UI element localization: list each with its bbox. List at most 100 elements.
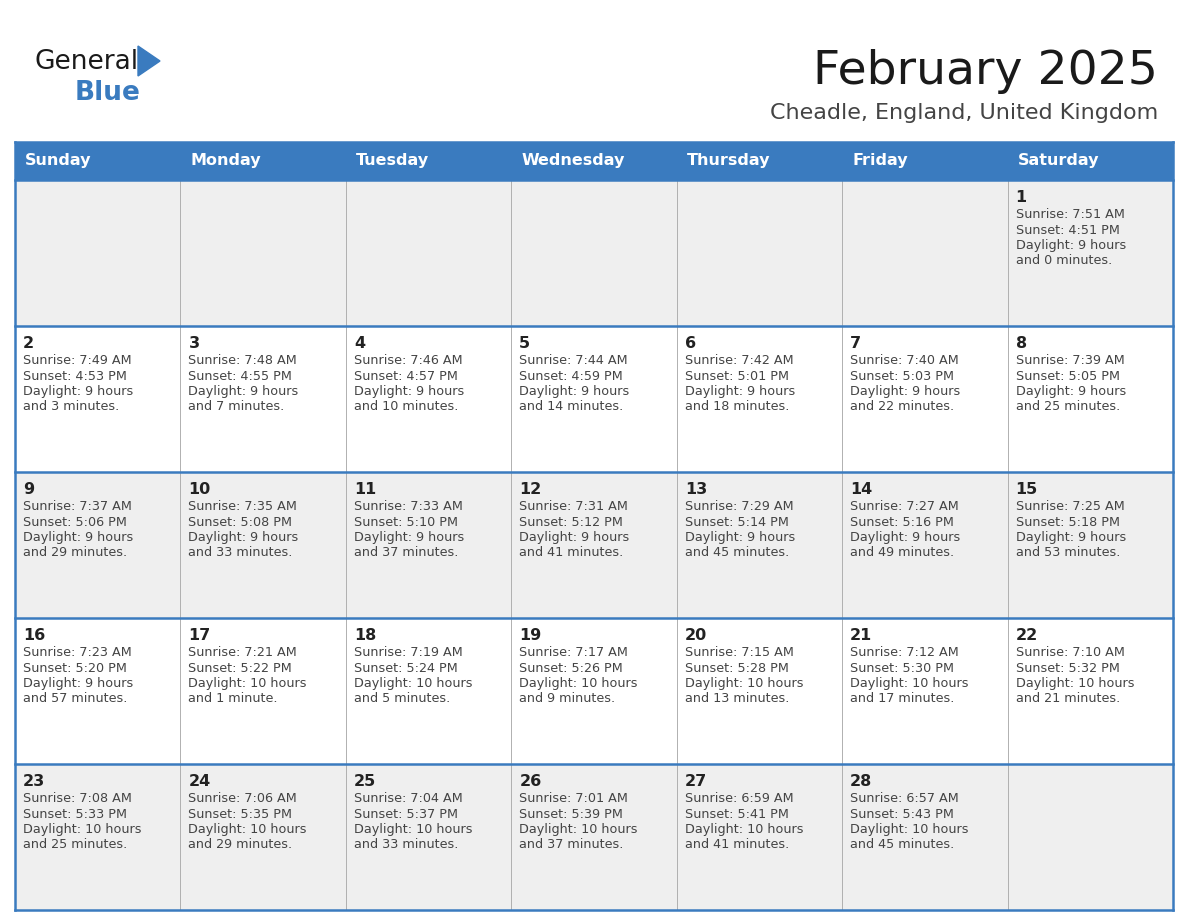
Text: 27: 27 [684,774,707,789]
Text: Sunset: 5:10 PM: Sunset: 5:10 PM [354,516,457,529]
Text: Sunset: 5:32 PM: Sunset: 5:32 PM [1016,662,1119,675]
Text: 5: 5 [519,336,530,351]
Text: 18: 18 [354,628,377,643]
Text: Friday: Friday [852,153,908,169]
Text: and 37 minutes.: and 37 minutes. [354,546,459,559]
Bar [15,142,1173,180]
Text: 25: 25 [354,774,377,789]
Text: 3: 3 [189,336,200,351]
Text: Daylight: 10 hours: Daylight: 10 hours [1016,677,1135,690]
Text: Daylight: 10 hours: Daylight: 10 hours [354,677,473,690]
Text: and 21 minutes.: and 21 minutes. [1016,692,1120,706]
Text: 26: 26 [519,774,542,789]
Text: Sunset: 5:24 PM: Sunset: 5:24 PM [354,662,457,675]
Text: Sunset: 5:06 PM: Sunset: 5:06 PM [23,516,127,529]
Text: 12: 12 [519,482,542,497]
Text: Sunrise: 7:33 AM: Sunrise: 7:33 AM [354,500,463,513]
Text: 19: 19 [519,628,542,643]
Text: Sunset: 5:30 PM: Sunset: 5:30 PM [851,662,954,675]
Text: Tuesday: Tuesday [356,153,429,169]
Text: 24: 24 [189,774,210,789]
Bar [15,472,1173,618]
Text: Sunset: 5:43 PM: Sunset: 5:43 PM [851,808,954,821]
Text: and 1 minute.: and 1 minute. [189,692,278,706]
Text: and 45 minutes.: and 45 minutes. [684,546,789,559]
Text: Sunrise: 7:27 AM: Sunrise: 7:27 AM [851,500,959,513]
Text: 10: 10 [189,482,210,497]
Text: Sunrise: 7:46 AM: Sunrise: 7:46 AM [354,354,462,367]
Text: Sunday: Sunday [25,153,91,169]
Text: and 13 minutes.: and 13 minutes. [684,692,789,706]
Text: 1: 1 [1016,190,1026,205]
Text: and 49 minutes.: and 49 minutes. [851,546,954,559]
Text: Sunrise: 7:51 AM: Sunrise: 7:51 AM [1016,208,1125,221]
Text: and 45 minutes.: and 45 minutes. [851,838,954,852]
Text: and 10 minutes.: and 10 minutes. [354,400,459,413]
Text: Blue: Blue [75,80,141,106]
Text: Sunset: 5:39 PM: Sunset: 5:39 PM [519,808,624,821]
Text: Sunset: 4:51 PM: Sunset: 4:51 PM [1016,223,1119,237]
Text: Sunrise: 7:17 AM: Sunrise: 7:17 AM [519,646,628,659]
Text: Sunset: 5:35 PM: Sunset: 5:35 PM [189,808,292,821]
Text: Sunset: 5:20 PM: Sunset: 5:20 PM [23,662,127,675]
Text: Sunset: 5:22 PM: Sunset: 5:22 PM [189,662,292,675]
Text: Sunset: 5:18 PM: Sunset: 5:18 PM [1016,516,1119,529]
Text: 16: 16 [23,628,45,643]
Text: Daylight: 9 hours: Daylight: 9 hours [851,531,960,544]
Text: Daylight: 10 hours: Daylight: 10 hours [354,823,473,836]
Text: and 37 minutes.: and 37 minutes. [519,838,624,852]
Text: Daylight: 9 hours: Daylight: 9 hours [519,531,630,544]
Text: Sunset: 5:12 PM: Sunset: 5:12 PM [519,516,624,529]
Text: Sunrise: 7:15 AM: Sunrise: 7:15 AM [684,646,794,659]
Text: Sunset: 5:26 PM: Sunset: 5:26 PM [519,662,623,675]
Text: Sunset: 5:41 PM: Sunset: 5:41 PM [684,808,789,821]
Text: Sunrise: 7:12 AM: Sunrise: 7:12 AM [851,646,959,659]
Text: Sunset: 5:01 PM: Sunset: 5:01 PM [684,370,789,383]
Text: Sunset: 4:55 PM: Sunset: 4:55 PM [189,370,292,383]
Text: Daylight: 9 hours: Daylight: 9 hours [684,531,795,544]
Text: Cheadle, England, United Kingdom: Cheadle, England, United Kingdom [770,103,1158,123]
Text: and 41 minutes.: and 41 minutes. [519,546,624,559]
Text: Sunset: 5:14 PM: Sunset: 5:14 PM [684,516,789,529]
Text: 9: 9 [23,482,34,497]
Text: Sunset: 5:33 PM: Sunset: 5:33 PM [23,808,127,821]
Text: and 5 minutes.: and 5 minutes. [354,692,450,706]
Text: 11: 11 [354,482,377,497]
Text: 17: 17 [189,628,210,643]
Text: and 57 minutes.: and 57 minutes. [23,692,127,706]
Text: Daylight: 9 hours: Daylight: 9 hours [189,385,298,398]
Text: 20: 20 [684,628,707,643]
Text: 28: 28 [851,774,872,789]
Text: Daylight: 9 hours: Daylight: 9 hours [1016,531,1126,544]
Text: Sunset: 5:03 PM: Sunset: 5:03 PM [851,370,954,383]
Text: 22: 22 [1016,628,1038,643]
Text: Daylight: 9 hours: Daylight: 9 hours [684,385,795,398]
Text: Sunset: 4:57 PM: Sunset: 4:57 PM [354,370,457,383]
Text: Sunrise: 7:40 AM: Sunrise: 7:40 AM [851,354,959,367]
Text: Sunrise: 7:31 AM: Sunrise: 7:31 AM [519,500,628,513]
Text: Sunrise: 7:04 AM: Sunrise: 7:04 AM [354,792,462,805]
Text: Sunrise: 7:10 AM: Sunrise: 7:10 AM [1016,646,1125,659]
Text: Sunrise: 7:06 AM: Sunrise: 7:06 AM [189,792,297,805]
Bar [15,326,1173,472]
Text: Sunset: 4:59 PM: Sunset: 4:59 PM [519,370,623,383]
Text: Sunrise: 7:25 AM: Sunrise: 7:25 AM [1016,500,1124,513]
Text: Thursday: Thursday [687,153,770,169]
Bar [15,764,1173,910]
Text: 4: 4 [354,336,365,351]
Text: Sunrise: 7:35 AM: Sunrise: 7:35 AM [189,500,297,513]
Text: and 33 minutes.: and 33 minutes. [354,838,459,852]
Text: and 7 minutes.: and 7 minutes. [189,400,285,413]
Text: Sunrise: 7:49 AM: Sunrise: 7:49 AM [23,354,132,367]
Text: and 29 minutes.: and 29 minutes. [23,546,127,559]
Text: Sunrise: 7:44 AM: Sunrise: 7:44 AM [519,354,628,367]
Text: Sunrise: 7:42 AM: Sunrise: 7:42 AM [684,354,794,367]
Text: General: General [34,49,139,75]
Text: 13: 13 [684,482,707,497]
Text: and 18 minutes.: and 18 minutes. [684,400,789,413]
Text: Daylight: 10 hours: Daylight: 10 hours [519,677,638,690]
Text: Daylight: 10 hours: Daylight: 10 hours [851,823,968,836]
Text: Sunrise: 7:23 AM: Sunrise: 7:23 AM [23,646,132,659]
Text: Daylight: 9 hours: Daylight: 9 hours [23,531,133,544]
Text: Daylight: 10 hours: Daylight: 10 hours [684,823,803,836]
